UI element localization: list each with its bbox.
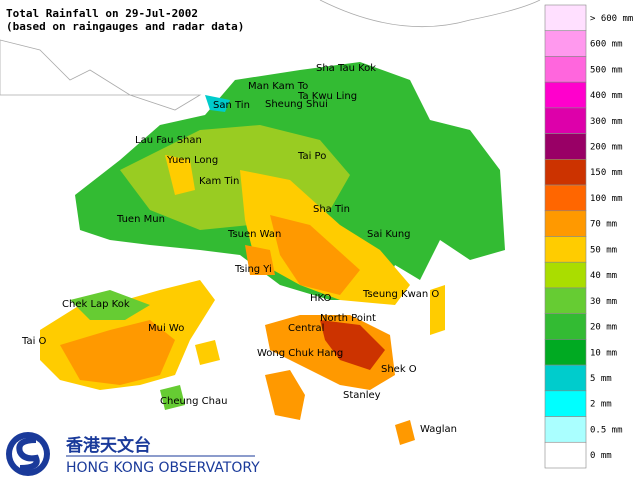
place-name: Tsuen Wan (227, 229, 281, 240)
legend-swatch (544, 107, 587, 134)
legend: > 600 mm 600 mm 500 mm 400 mm 300 mm 200 mm 15… (544, 4, 633, 469)
place-name: Man Kam To (248, 81, 308, 92)
place-name: San Tin (213, 100, 250, 111)
legend-label: 70 mm (590, 220, 617, 230)
legend-swatch (544, 416, 587, 443)
legend-label: 2 mm (590, 400, 612, 410)
legend-label: 100 mm (590, 194, 623, 204)
place-name: Stanley (343, 390, 381, 401)
logo-english: HONG KONG OBSERVATORY (66, 460, 260, 476)
subtitle: (based on raingauges and radar data) (6, 20, 244, 33)
legend-swatch (544, 159, 587, 186)
map-background (0, 0, 541, 445)
title: Total Rainfall on 29-Jul-2002 (6, 7, 198, 20)
place-name: Tai Po (297, 151, 326, 162)
place-name: Chek Lap Kok (62, 299, 130, 310)
legend-swatch (544, 56, 587, 83)
legend-swatch (544, 390, 587, 417)
place-name: Ta Kwu Ling (297, 91, 357, 102)
legend-swatch (544, 287, 587, 314)
place-name: Sai Kung (367, 229, 411, 240)
legend-swatch (544, 184, 587, 212)
legend-swatch (544, 441, 587, 469)
legend-label: > 600 mm (590, 14, 633, 24)
legend-swatch (544, 339, 587, 366)
legend-swatch (544, 4, 587, 32)
legend-label: 5 mm (590, 374, 612, 384)
legend-label: 0 mm (590, 451, 612, 461)
place-name: Sheung Shui (265, 99, 328, 110)
legend-swatch (544, 236, 587, 263)
place-name: Central (288, 323, 324, 334)
legend-swatch (544, 313, 587, 340)
legend-label: 20 mm (590, 323, 617, 333)
legend-label: 0.5 mm (590, 425, 623, 435)
legend-swatch (544, 81, 587, 109)
legend-swatch (544, 210, 587, 237)
legend-swatch (544, 30, 587, 57)
place-name: Mui Wo (148, 323, 184, 334)
legend-label: 40 mm (590, 271, 617, 281)
legend-label: 400 mm (590, 91, 623, 101)
legend-label: 10 mm (590, 348, 617, 358)
place-name: Sha Tin (313, 204, 350, 215)
place-name: Cheung Chau (160, 396, 227, 407)
place-name: Kam Tin (199, 176, 239, 187)
logo-chinese: 香港天文台 (66, 435, 151, 456)
place-name: Tuen Mun (116, 214, 165, 225)
place-name: Yuen Long (166, 155, 218, 166)
legend-label: 500 mm (590, 65, 623, 75)
legend-swatch (544, 364, 587, 392)
place-labels: Sha Tau Kok Man Kam To Ta Kwu Ling San T… (21, 63, 457, 435)
legend-label: 50 mm (590, 245, 617, 255)
logo: 香港天文台 HONG KONG OBSERVATORY (6, 432, 260, 476)
place-name: North Point (320, 313, 376, 324)
place-name: Tsing Yi (234, 264, 272, 275)
place-name: Sha Tau Kok (316, 63, 376, 74)
place-name: Shek O (381, 364, 417, 375)
legend-swatch (544, 133, 587, 160)
legend-label: 200 mm (590, 142, 623, 152)
legend-label: 600 mm (590, 40, 623, 50)
place-name: Waglan (420, 424, 457, 435)
place-name: Wong Chuk Hang (257, 348, 343, 359)
legend-swatch (544, 261, 587, 289)
place-name: Tai O (21, 336, 47, 347)
place-name: Lau Fau Shan (135, 135, 202, 146)
legend-label: 150 mm (590, 168, 623, 178)
place-name: Tseung Kwan O (362, 289, 439, 300)
place-name: HKO (310, 293, 332, 304)
legend-label: 30 mm (590, 297, 617, 307)
legend-label: 300 mm (590, 117, 623, 127)
